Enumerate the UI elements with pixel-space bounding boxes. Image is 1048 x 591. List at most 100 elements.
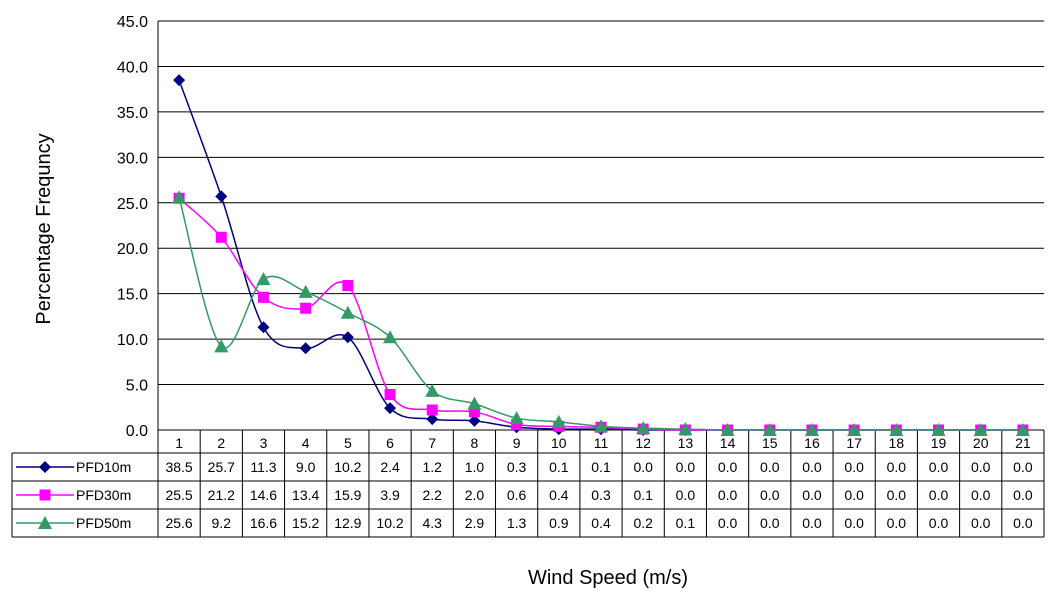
- y-tick-label: 0.0: [126, 423, 148, 440]
- x-tick-label: 18: [889, 435, 905, 451]
- table-cell: 11.3: [250, 459, 276, 475]
- data-point: [173, 74, 186, 87]
- table-cell: 0.0: [802, 459, 822, 475]
- table-cell: 0.0: [887, 459, 907, 475]
- table-cell: 0.1: [676, 515, 696, 531]
- data-point: [384, 402, 397, 415]
- y-tick-label: 40.0: [117, 59, 148, 76]
- x-tick-label: 8: [471, 435, 479, 451]
- data-point: [384, 389, 396, 401]
- table-cell: 0.0: [1013, 459, 1033, 475]
- x-tick-label: 7: [428, 435, 436, 451]
- table-cell: 0.0: [760, 515, 780, 531]
- table-cell: 1.3: [507, 515, 527, 531]
- data-point: [340, 305, 355, 319]
- data-point: [300, 302, 312, 314]
- data-point: [720, 423, 735, 436]
- x-tick-label: 20: [973, 435, 989, 451]
- series-PFD30m: [173, 192, 1029, 436]
- data-point: [467, 396, 482, 410]
- table-cell: 9.2: [212, 515, 232, 531]
- table-cell: 0.0: [971, 515, 991, 531]
- table-cell: 10.2: [334, 459, 361, 475]
- table-cell: 38.5: [165, 459, 192, 475]
- data-point: [425, 383, 440, 397]
- table-cell: 0.6: [507, 487, 527, 503]
- data-point: [511, 419, 523, 431]
- table-cell: 0.1: [549, 459, 569, 475]
- table-cell: 0.0: [676, 459, 696, 475]
- table-cell: 0.0: [971, 459, 991, 475]
- data-point: [341, 331, 354, 344]
- table-cell: 2.9: [465, 515, 485, 531]
- table-cell: 0.1: [633, 487, 653, 503]
- table-cell: 0.0: [718, 487, 738, 503]
- data-point: [468, 414, 481, 427]
- data-point: [172, 190, 187, 204]
- data-point: [383, 330, 398, 344]
- data-point: [1015, 423, 1030, 436]
- data-point: [889, 423, 904, 436]
- data-point: [594, 419, 608, 433]
- table-cell: 0.0: [760, 487, 780, 503]
- data-point: [426, 404, 438, 416]
- table-cell: 0.0: [1013, 515, 1033, 531]
- legend-label: PFD50m: [76, 515, 131, 531]
- axes: 0.0 5.0 10.0 15.0 20.0 25.0 30.0 35.0 40.0 45.0: [117, 14, 1044, 440]
- table-cell: 25.5: [165, 487, 192, 503]
- table-cell: 12.9: [334, 515, 361, 531]
- table-cell: 2.0: [465, 487, 485, 503]
- y-tick-label: 20.0: [117, 241, 148, 258]
- data-point: [38, 516, 52, 529]
- data-point: [426, 413, 439, 426]
- x-tick-label: 1: [175, 435, 183, 451]
- data-point: [298, 284, 313, 298]
- table-cell: 0.0: [929, 459, 949, 475]
- table-cell: 15.9: [334, 487, 361, 503]
- data-point: [256, 272, 271, 286]
- data-point: [215, 231, 227, 243]
- table-cell: 10.2: [376, 515, 403, 531]
- table-cell: 0.0: [718, 459, 738, 475]
- y-axis-title: Percentage Frequncy: [33, 133, 55, 324]
- x-tick-label: 15: [762, 435, 778, 451]
- table-cell: 0.2: [633, 515, 653, 531]
- gridlines: [158, 20, 1044, 386]
- table-cell: 25.7: [208, 459, 235, 475]
- table-cell: 16.6: [250, 515, 277, 531]
- x-tick-label: 12: [635, 435, 651, 451]
- table-cell: 0.0: [971, 487, 991, 503]
- legend-label: PFD30m: [76, 487, 131, 503]
- x-tick-label: 13: [678, 435, 694, 451]
- x-tick-label: 16: [804, 435, 820, 451]
- data-point: [762, 423, 777, 436]
- table-cell: 1.0: [465, 459, 485, 475]
- table-cell: 15.2: [292, 515, 319, 531]
- table-cell: 0.0: [760, 459, 780, 475]
- x-axis-title: Wind Speed (m/s): [528, 567, 688, 589]
- x-tick-label: 10: [551, 435, 567, 451]
- table-cell: 21.2: [208, 487, 235, 503]
- data-point: [847, 423, 862, 436]
- data-point: [468, 406, 480, 418]
- series-line: [178, 197, 1023, 431]
- table-cell: 0.0: [844, 487, 864, 503]
- table-cell: 4.3: [423, 515, 443, 531]
- x-tick-label: 2: [217, 435, 225, 451]
- table-cell: 0.4: [549, 487, 569, 503]
- legend-label: PFD10m: [76, 459, 131, 475]
- table-cell: 0.0: [1013, 487, 1033, 503]
- table-cell: 0.1: [591, 459, 611, 475]
- table-cell: 0.0: [633, 459, 653, 475]
- y-tick-label: 45.0: [117, 14, 148, 31]
- data-point: [214, 339, 229, 353]
- table-cell: 0.0: [929, 487, 949, 503]
- data-point: [39, 489, 51, 501]
- series-line: [178, 79, 1023, 431]
- x-tick-label: 3: [260, 435, 268, 451]
- table-cell: 0.0: [676, 487, 696, 503]
- table-cell: 14.6: [250, 487, 277, 503]
- data-point: [257, 321, 270, 334]
